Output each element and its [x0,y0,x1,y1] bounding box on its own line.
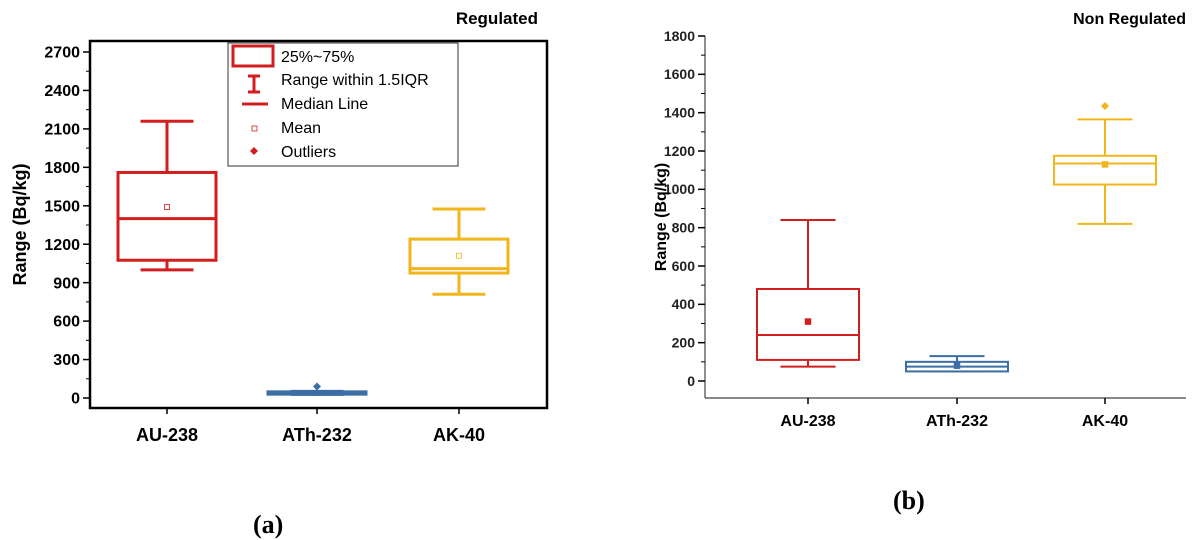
chart-panel-non-regulated: Non Regulated 0 200 400 600 800 1000 1200 1400 16… [653,11,1186,430]
panel-label-a: (a) [253,510,284,539]
outlier-marker [313,382,321,391]
chart-title: Non Regulated [1073,11,1186,28]
y-tick-label: 1800 [664,28,695,44]
y-tick-label: 1200 [44,237,80,254]
outlier-marker [1101,101,1109,110]
box-ath-232 [266,382,368,396]
box-ak-40 [1053,101,1157,225]
y-tick-label: 1800 [44,160,80,177]
iqr-box [116,170,218,262]
legend: 25%~75% Range within 1.5IQR Median Line Mea… [227,42,459,167]
legend-item-label: Outliers [281,144,336,161]
box-ath-232 [905,355,1009,373]
y-tick-label: 2100 [44,121,80,138]
y-tick-label: 400 [672,296,696,312]
y-tick-label: 300 [53,352,80,369]
y-tick-label: 1600 [664,66,695,82]
legend-item-label: Mean [281,120,321,137]
y-tick-label: 200 [672,335,696,351]
legend-item-label: Median Line [281,96,368,113]
y-tick-label: 600 [672,258,696,274]
legend-item-label: 25%~75% [281,49,354,66]
box-au-238 [116,119,218,272]
y-tick-label: 1000 [664,181,695,197]
mean-marker [456,252,462,259]
y-tick-label: 0 [71,391,80,408]
y-tick-label: 1400 [664,105,695,121]
legend-outlier-swatch [250,147,258,155]
y-tick-label: 1500 [44,198,80,215]
box-au-238 [756,219,860,368]
legend-mean-swatch [251,125,258,132]
y-axis-label: Range (Bq/kg) [653,163,670,271]
y-axis-label: Range (Bq/kg) [10,163,30,285]
y-tick-label: 2400 [44,83,80,100]
chart-title: Regulated [456,9,538,28]
y-tick-label: 800 [672,220,696,236]
mean-marker [804,318,812,325]
box-ak-40 [408,207,510,296]
panel-label-b: (b) [893,486,925,515]
x-tick-label: ATh-232 [282,425,352,445]
x-tick-label: AK-40 [433,425,485,445]
legend-box-swatch [231,44,275,68]
y-tick-label: 0 [687,373,695,389]
y-tick-label: 1200 [664,143,695,159]
x-tick-label: AU-238 [136,425,198,445]
mean-marker [1101,161,1109,168]
chart-panel-regulated: Regulated 0 300 600 900 1200 1500 1800 2100 2400 2… [10,9,549,445]
y-tick-label: 900 [53,275,80,292]
y-tick-label: 600 [53,314,80,331]
legend-item-label: Range within 1.5IQR [281,72,429,89]
mean-marker [953,362,961,369]
x-tick-label: ATh-232 [926,413,988,430]
x-tick-label: AU-238 [780,413,835,430]
y-tick-label: 2700 [44,45,80,62]
iqr-box [1053,154,1157,186]
x-tick-label: AK-40 [1082,413,1128,430]
mean-marker [164,204,170,210]
